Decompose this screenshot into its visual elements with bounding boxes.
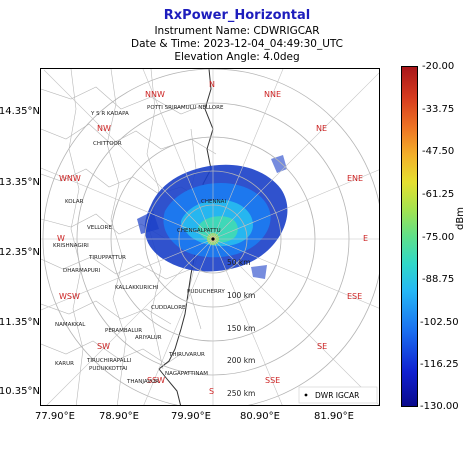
direction-ene: ENE <box>347 174 363 183</box>
place-label: TIRUCHIRAPALLI <box>86 358 132 364</box>
place-label: CHITTOOR <box>93 141 122 147</box>
colorbar-tick: -130.00 <box>420 401 459 412</box>
radar-map-svg: 50 km 100 km 150 km 200 km 250 km N NNE … <box>41 69 379 405</box>
colorbar-tick: -116.25 <box>420 359 459 370</box>
place-label: PERAMBALUR <box>105 328 142 334</box>
place-label: KARUR <box>55 361 74 367</box>
direction-ese: ESE <box>347 292 362 301</box>
x-tick-label: 80.90°E <box>240 411 280 422</box>
place-label: KRISHNAGIRI <box>53 243 89 249</box>
radial-lines <box>41 69 379 405</box>
place-label: KOLAR <box>65 199 84 205</box>
x-tick-label: 77.90°E <box>35 411 75 422</box>
place-label: DHARMAPURI <box>63 268 101 274</box>
place-label: THIRUVARUR <box>168 352 205 358</box>
place-label: PUDUCHERRY <box>187 289 225 295</box>
place-label: CUDDALORE <box>151 305 186 311</box>
legend-marker-icon <box>304 393 308 397</box>
direction-sw: SW <box>97 342 110 351</box>
x-tick-label: 81.90°E <box>314 411 354 422</box>
range-label-150: 150 km <box>227 324 255 333</box>
district-boundaries <box>41 69 217 405</box>
direction-ne: NE <box>316 124 327 133</box>
place-label: CHENGALPATTU <box>177 228 221 234</box>
y-tick-label: 13.35°N <box>0 177 40 188</box>
direction-e: E <box>363 234 368 243</box>
direction-wsw: WSW <box>59 292 80 301</box>
direction-s: S <box>209 387 214 396</box>
place-label: NAMAKKAL <box>55 322 86 328</box>
elevation-angle: Elevation Angle: 4.0deg <box>174 51 300 63</box>
range-label-200: 200 km <box>227 356 255 365</box>
instrument-name: Instrument Name: CDWRIGCAR <box>154 25 320 37</box>
colorbar <box>401 66 418 407</box>
date-time: Date & Time: 2023-12-04_04:49:30_UTC <box>130 38 344 50</box>
direction-nne: NNE <box>264 90 281 99</box>
colorbar-tick: -20.00 <box>422 61 455 72</box>
chart-title: RxPower_Horizontal <box>163 8 311 23</box>
colorbar-tick: -88.75 <box>422 274 455 285</box>
colorbar-tick: -75.00 <box>422 232 455 243</box>
y-tick-label: 14.35°N <box>0 106 40 117</box>
range-label-250: 250 km <box>227 389 255 398</box>
direction-n: N <box>209 80 215 89</box>
y-tick-label: 11.35°N <box>0 317 40 328</box>
place-label: PUDUKKOTTAI <box>89 366 128 372</box>
direction-nnw: NNW <box>145 90 165 99</box>
radar-site-marker <box>211 237 215 241</box>
colorbar-tick: -33.75 <box>422 104 455 115</box>
x-tick-label: 78.90°E <box>99 411 139 422</box>
place-label: Y S R KADAPA <box>90 111 129 117</box>
x-tick-label: 79.90°E <box>171 411 211 422</box>
legend-label: DWR IGCAR <box>315 391 359 400</box>
direction-se: SE <box>317 342 327 351</box>
place-label: KALLAKKURICHI <box>115 285 159 291</box>
direction-w: W <box>57 234 65 243</box>
place-label: VELLORE <box>87 225 112 231</box>
range-label-100: 100 km <box>227 291 255 300</box>
radar-map: 50 km 100 km 150 km 200 km 250 km N NNE … <box>40 68 380 406</box>
place-label: POTTI SRIRAMULU NELLORE <box>147 105 224 111</box>
direction-wnw: WNW <box>59 174 81 183</box>
colorbar-tick: -61.25 <box>422 189 455 200</box>
y-tick-label: 12.35°N <box>0 247 40 258</box>
colorbar-unit: dBm <box>455 207 466 230</box>
colorbar-tick: -102.50 <box>420 317 459 328</box>
direction-ssw: SSW <box>147 376 165 385</box>
place-label: NAGAPATTINAM <box>165 371 208 377</box>
direction-sse: SSE <box>265 376 280 385</box>
legend: DWR IGCAR <box>298 386 378 404</box>
colorbar-tick: -47.50 <box>422 146 455 157</box>
y-tick-label: 10.35°N <box>0 386 40 397</box>
direction-nw: NW <box>97 124 111 133</box>
range-label-50: 50 km <box>227 258 251 267</box>
place-label: THANJAVUR <box>126 379 159 385</box>
place-label: CHENNAI <box>201 199 226 205</box>
place-label: ARIYALUR <box>135 335 162 341</box>
place-label: TIRUPPATTUR <box>88 255 126 261</box>
